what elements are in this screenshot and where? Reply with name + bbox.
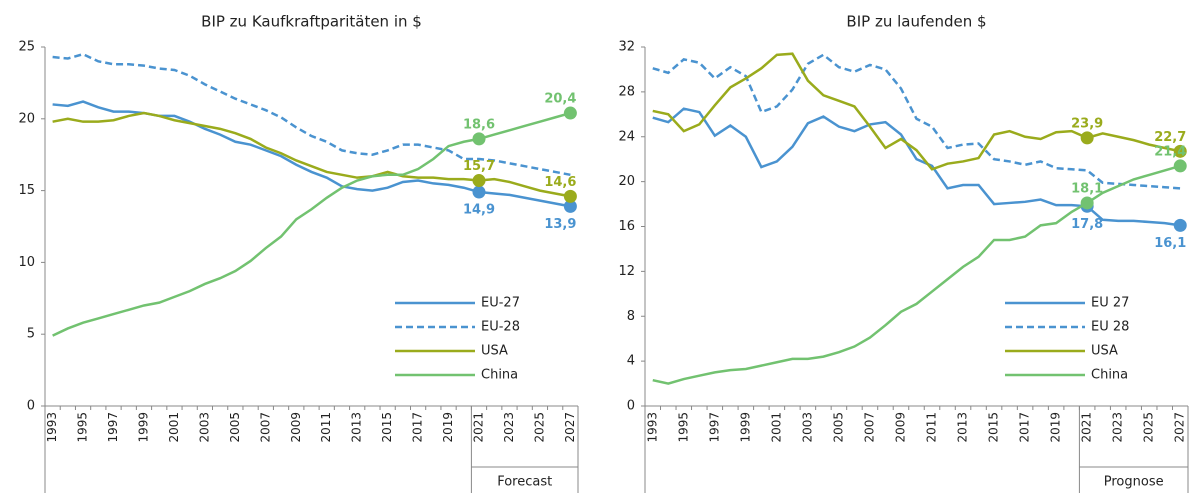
x-tick-label: 2023 <box>1111 412 1125 443</box>
y-tick-label: 20 <box>18 111 35 126</box>
x-tick-label: 2003 <box>197 412 211 443</box>
x-tick-label: 2001 <box>769 412 783 443</box>
y-tick-label: 32 <box>618 40 635 55</box>
y-tick-label: 25 <box>18 40 35 55</box>
annotation: Forecast <box>497 475 552 490</box>
x-tick-label: 1993 <box>645 412 659 443</box>
y-tick-label: 0 <box>27 399 35 414</box>
x-tick-label: 1993 <box>45 412 59 443</box>
value-label: 15,7 <box>463 159 495 174</box>
x-tick-label: 2021 <box>1080 412 1094 443</box>
point-marker <box>1173 218 1187 232</box>
series-line <box>652 107 1181 227</box>
x-tick-label: 1997 <box>106 412 120 443</box>
x-tick-label: 1999 <box>136 412 150 443</box>
x-tick-label: 2019 <box>1049 412 1063 443</box>
x-tick-label: 2011 <box>925 412 939 443</box>
point-marker <box>1173 159 1187 173</box>
x-tick-label: 2015 <box>987 412 1001 443</box>
series-line <box>52 52 571 177</box>
legend-label: China <box>481 368 518 383</box>
point-marker <box>1080 196 1094 210</box>
y-tick-label: 8 <box>627 309 635 324</box>
value-label: 13,9 <box>544 217 576 232</box>
x-tick-label: 1999 <box>738 412 752 443</box>
x-tick-label: 1995 <box>676 412 690 443</box>
value-label: 16,1 <box>1154 236 1186 251</box>
y-tick-label: 24 <box>618 129 635 144</box>
point-marker <box>563 199 577 213</box>
x-tick-label: 1997 <box>707 412 721 443</box>
legend-label: USA <box>1091 344 1118 359</box>
x-tick-label: 2023 <box>502 412 516 443</box>
chart-title: BIP zu Kaufkraftparitäten in $ <box>201 13 422 31</box>
point-marker <box>563 106 577 120</box>
y-tick-label: 12 <box>618 264 635 279</box>
x-tick-label: 2007 <box>258 412 272 443</box>
series-line <box>652 53 1181 190</box>
x-tick-label: 1995 <box>76 412 90 443</box>
x-tick-label: 2025 <box>1142 412 1156 443</box>
y-tick-label: 15 <box>18 183 35 198</box>
x-tick-label: 2001 <box>167 412 181 443</box>
value-label: 18,1 <box>1071 181 1103 196</box>
value-label: 21,4 <box>1154 144 1186 159</box>
legend-label: China <box>1091 368 1128 383</box>
x-tick-label: 2005 <box>831 412 845 443</box>
value-label: 18,6 <box>463 117 495 132</box>
legend-label: EU-27 <box>481 296 520 311</box>
chart-title: BIP zu laufenden $ <box>846 13 986 31</box>
value-label: 17,8 <box>1071 217 1103 232</box>
x-tick-label: 2009 <box>893 412 907 443</box>
point-marker <box>472 174 486 188</box>
x-tick-label: 2013 <box>956 412 970 443</box>
value-label: 14,9 <box>463 203 495 218</box>
y-tick-label: 20 <box>618 174 635 189</box>
legend-label: EU 27 <box>1091 296 1129 311</box>
x-tick-label: 2011 <box>319 412 333 443</box>
value-label: 23,9 <box>1071 116 1103 131</box>
point-marker <box>472 185 486 199</box>
x-tick-label: 2005 <box>228 412 242 443</box>
point-marker <box>563 189 577 203</box>
y-tick-label: 10 <box>18 255 35 270</box>
legend-label: EU 28 <box>1091 320 1129 335</box>
x-tick-label: 2025 <box>532 412 546 443</box>
x-tick-label: 2009 <box>289 412 303 443</box>
x-tick-label: 2017 <box>411 412 425 443</box>
y-tick-label: 5 <box>27 327 35 342</box>
y-tick-label: 16 <box>618 219 635 234</box>
value-label: 22,7 <box>1154 130 1186 145</box>
point-marker <box>472 132 486 146</box>
y-tick-label: 28 <box>618 84 635 99</box>
x-tick-label: 2015 <box>380 412 394 443</box>
annotation: Prognose <box>1104 475 1164 490</box>
y-tick-label: 0 <box>627 399 635 414</box>
value-label: 20,4 <box>544 92 576 107</box>
legend-label: USA <box>481 344 508 359</box>
x-tick-label: 2017 <box>1018 412 1032 443</box>
x-tick-label: 2007 <box>862 412 876 443</box>
x-tick-label: 2003 <box>800 412 814 443</box>
x-tick-label: 2019 <box>441 412 455 443</box>
x-tick-label: 2021 <box>472 412 486 443</box>
x-tick-label: 2013 <box>350 412 364 443</box>
legend-label: EU-28 <box>481 320 520 335</box>
point-marker <box>1080 131 1094 145</box>
series-line <box>652 52 1181 171</box>
point-marker <box>1173 144 1187 158</box>
value-label: 14,6 <box>544 175 576 190</box>
x-tick-label: 2027 <box>563 412 577 443</box>
x-tick-label: 2027 <box>1173 412 1187 443</box>
y-tick-label: 4 <box>627 354 635 369</box>
